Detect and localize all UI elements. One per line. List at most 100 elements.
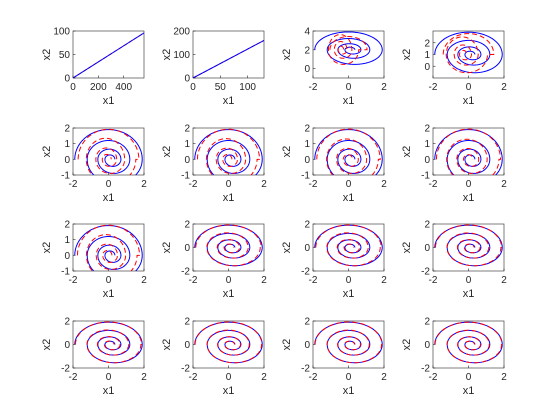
y-tick-label: 50	[59, 50, 71, 61]
x-tick-label: 0	[226, 372, 232, 383]
x-axis-label: x1	[463, 95, 475, 107]
plot-area	[192, 320, 265, 369]
y-axis-label: x2	[401, 242, 413, 254]
x-tick-label: -2	[189, 179, 198, 190]
x-tick-label: 2	[141, 275, 147, 286]
x-axis-label: x1	[103, 385, 115, 397]
subplot-16: -2 0 2 -2 0 2 x1 x2	[401, 317, 507, 398]
x-axis-label: x1	[223, 288, 235, 300]
x-tick-label: 0	[466, 82, 472, 93]
x-axis-label: x1	[343, 288, 355, 300]
x-tick-label: -2	[429, 179, 438, 190]
dashed-series-line	[435, 128, 502, 175]
y-tick-label: 1	[64, 139, 70, 150]
y-axis-label: x2	[281, 339, 293, 351]
y-axis-label: x2	[41, 242, 53, 254]
y-tick-label: 2	[304, 124, 310, 135]
y-tick-label: 200	[173, 27, 190, 38]
y-tick-label: 2	[184, 317, 190, 328]
x-tick-label: 0	[466, 372, 472, 383]
x-tick-label: 100	[239, 82, 256, 93]
y-tick-label: 0	[304, 243, 310, 254]
x-tick-label: 0	[346, 372, 352, 383]
subplot-7: -2 0 2 -1 0 1 2 x1 x2	[281, 124, 387, 205]
x-axis-label: x1	[343, 192, 355, 204]
x-tick-label: 2	[381, 372, 387, 383]
solid-series-line	[73, 32, 144, 78]
plot-area	[312, 127, 385, 176]
y-tick-label: -2	[301, 267, 310, 278]
dashed-series-line	[315, 224, 382, 267]
y-tick-label: 2	[424, 220, 430, 231]
x-axis-label: x1	[103, 95, 115, 107]
x-tick-label: 0	[346, 275, 352, 286]
y-tick-label: -1	[421, 171, 430, 182]
plot-area	[72, 320, 145, 369]
y-tick-label: 0	[64, 74, 70, 85]
x-tick-label: 2	[261, 275, 267, 286]
x-tick-label: -2	[309, 275, 318, 286]
dashed-series-line	[77, 128, 140, 175]
y-tick-label: 0	[184, 340, 190, 351]
y-tick-label: 0	[424, 155, 430, 166]
x-tick-label: 2	[261, 372, 267, 383]
y-tick-label: -1	[301, 171, 310, 182]
x-axis-label: x1	[463, 192, 475, 204]
x-tick-label: 50	[215, 82, 227, 93]
y-tick-label: 0	[184, 243, 190, 254]
x-tick-label: 0	[106, 179, 112, 190]
y-tick-label: 0	[64, 251, 70, 262]
y-tick-label: 4	[304, 27, 310, 38]
x-tick-label: 200	[90, 82, 107, 93]
x-tick-label: 2	[141, 372, 147, 383]
y-tick-label: -1	[61, 171, 70, 182]
subplot-9: -2 0 2 -1 0 1 2 x1 x2	[41, 220, 147, 301]
x-tick-label: 2	[381, 82, 387, 93]
y-tick-label: 2	[304, 317, 310, 328]
dashed-series-line	[434, 224, 503, 267]
x-tick-label: -2	[309, 179, 318, 190]
y-tick-label: 2	[184, 220, 190, 231]
x-tick-label: 0	[466, 179, 472, 190]
y-tick-label: 100	[173, 50, 190, 61]
x-tick-label: 0	[226, 275, 232, 286]
x-axis-label: x1	[463, 385, 475, 397]
x-tick-label: 0	[106, 275, 112, 286]
y-tick-label: 2	[64, 124, 70, 135]
solid-series-line	[434, 129, 503, 175]
x-tick-label: -2	[189, 372, 198, 383]
y-tick-label: -1	[181, 171, 190, 182]
y-axis-label: x2	[401, 146, 413, 158]
dashed-series-line	[76, 224, 141, 271]
y-tick-label: 1	[304, 139, 310, 150]
y-tick-label: 2	[304, 220, 310, 231]
y-tick-label: 0	[424, 243, 430, 254]
plot-area	[192, 127, 265, 176]
y-tick-label: 0	[184, 74, 190, 85]
x-tick-label: 2	[381, 275, 387, 286]
x-tick-label: 2	[501, 82, 507, 93]
x-tick-label: -2	[69, 275, 78, 286]
subplot-5: -2 0 2 -1 0 1 2 x1 x2	[41, 124, 147, 205]
dashed-series-line	[434, 321, 503, 364]
subplot-2: 0 50 100 0 100 200 x1 x2	[161, 27, 265, 107]
solid-series-line	[314, 129, 383, 175]
y-axis-label: x2	[281, 242, 293, 254]
x-tick-label: -2	[429, 275, 438, 286]
y-axis-label: x2	[161, 49, 173, 61]
plot-area	[192, 30, 265, 79]
y-axis-label: x2	[41, 49, 53, 61]
y-tick-label: 2	[424, 124, 430, 135]
x-tick-label: 2	[381, 179, 387, 190]
dashed-series-line	[74, 321, 143, 364]
subplot-14: -2 0 2 -2 0 2 x1 x2	[161, 317, 267, 398]
y-axis-label: x2	[41, 146, 53, 158]
y-tick-label: 1	[424, 139, 430, 150]
subplot-11: -2 0 2 -2 0 2 x1 x2	[281, 220, 387, 301]
y-tick-label: -1	[61, 267, 70, 278]
x-axis-label: x1	[223, 385, 235, 397]
x-tick-label: 2	[501, 275, 507, 286]
y-tick-label: 2	[64, 317, 70, 328]
y-tick-label: -2	[301, 364, 310, 375]
